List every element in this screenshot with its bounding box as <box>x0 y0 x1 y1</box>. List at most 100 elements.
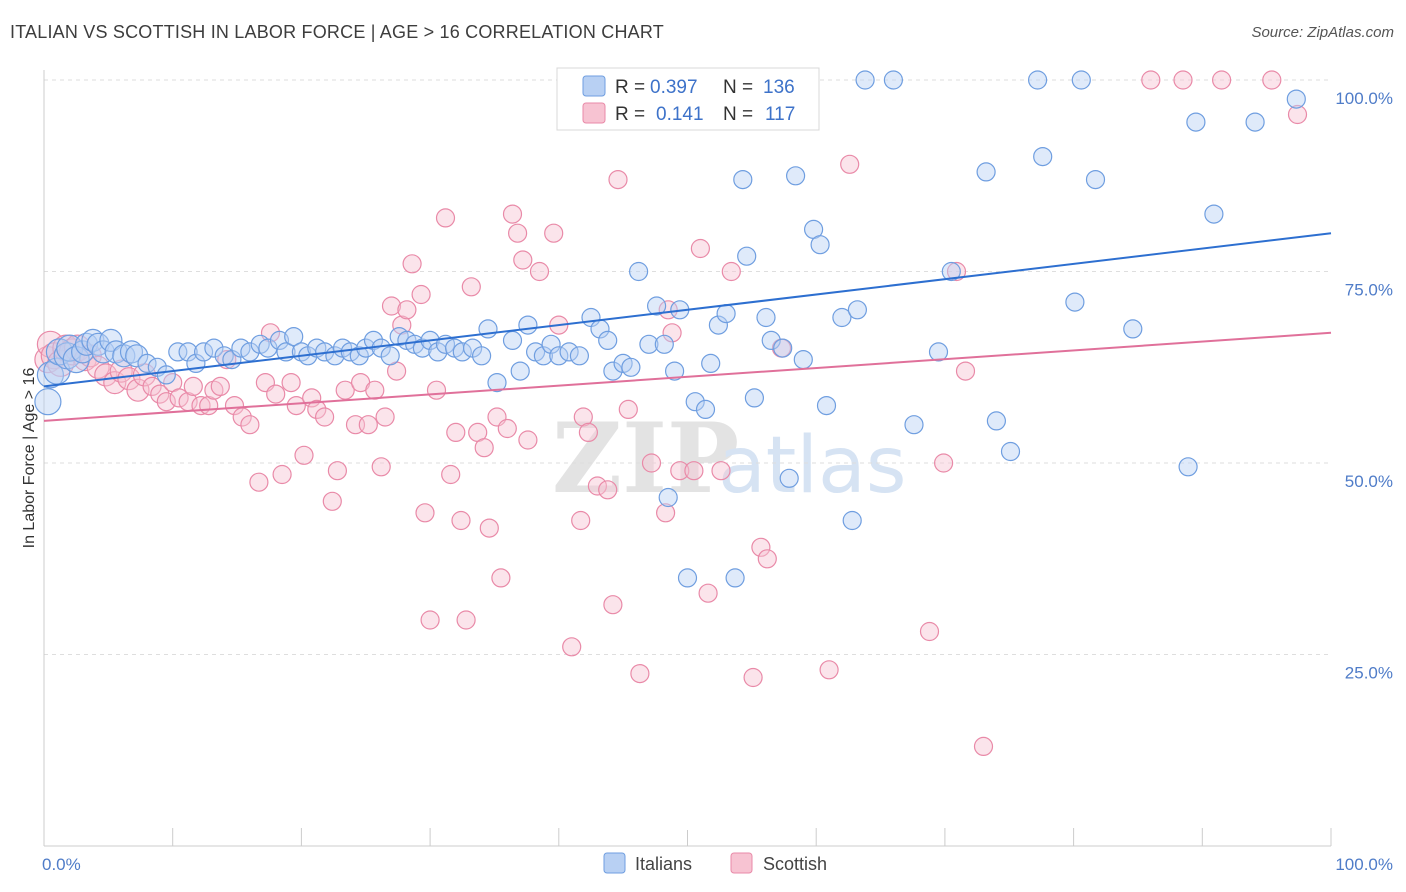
stats-n-label-italians: N = <box>723 77 753 98</box>
italians-point-101 <box>842 510 862 531</box>
stats-n-value-italians: 136 <box>763 77 795 98</box>
scottish-point-34 <box>266 384 286 404</box>
italians-point-90 <box>744 388 765 408</box>
scottish-point-18 <box>156 392 176 412</box>
scottish-point-109 <box>973 736 994 757</box>
scottish-point-13 <box>117 367 141 391</box>
italians-point-115 <box>1085 170 1106 190</box>
italians-point-119 <box>1204 204 1224 224</box>
italians-point-70 <box>598 330 618 350</box>
legend-swatch-italians <box>603 852 626 874</box>
italians-point-49 <box>412 338 432 358</box>
watermark-zip: ZIP <box>552 402 739 515</box>
italians-point-76 <box>646 296 667 316</box>
scottish-point-112 <box>1211 70 1232 90</box>
chart-source: Source: ZipAtlas.com <box>1251 24 1394 41</box>
scottish-point-76 <box>529 261 550 282</box>
scottish-point-114 <box>1287 104 1308 125</box>
scottish-point-86 <box>608 170 628 190</box>
italians-point-117 <box>1178 457 1198 477</box>
scottish-point-36 <box>281 373 301 393</box>
scottish-trend-line <box>43 331 1332 422</box>
italians-point-30 <box>258 338 278 358</box>
italians-point-71 <box>603 361 623 381</box>
italians-point-105 <box>904 415 924 435</box>
italians-point-86 <box>716 304 736 324</box>
italians-point-94 <box>779 468 799 488</box>
italians-point-100 <box>832 307 852 328</box>
italians-point-106 <box>928 342 949 362</box>
italians-point-23 <box>194 342 214 362</box>
italians-point-118 <box>1186 112 1206 132</box>
italians-point-92 <box>761 330 781 350</box>
italians-point-95 <box>785 166 806 186</box>
scottish-point-59 <box>426 380 447 400</box>
italians-point-12 <box>99 328 123 352</box>
italians-point-89 <box>737 246 757 266</box>
italians-point-11 <box>91 340 115 364</box>
scottish-point-35 <box>272 464 292 485</box>
italians-point-0 <box>34 388 62 416</box>
scottish-point-103 <box>819 660 839 680</box>
italians-point-93 <box>773 338 793 358</box>
italians-point-24 <box>204 338 224 358</box>
italians-point-79 <box>658 487 678 508</box>
italians-point-19 <box>156 365 176 385</box>
scottish-point-61 <box>441 464 461 485</box>
italians-point-43 <box>363 330 384 350</box>
scottish-point-90 <box>655 503 676 523</box>
scottish-point-53 <box>392 315 412 335</box>
scottish-point-38 <box>294 445 314 465</box>
scottish-point-75 <box>518 430 538 450</box>
italians-point-20 <box>168 342 188 362</box>
italians-point-81 <box>677 568 698 588</box>
scottish-point-63 <box>451 510 471 531</box>
italians-trend-line <box>43 232 1332 388</box>
scottish-point-57 <box>415 503 435 523</box>
scottish-point-82 <box>578 422 599 442</box>
scottish-point-80 <box>571 510 591 531</box>
scottish-point-108 <box>955 361 976 381</box>
italians-point-66 <box>559 342 579 362</box>
scottish-point-26 <box>210 376 230 396</box>
y-tick-label-100: 100.0% <box>1335 89 1393 108</box>
scottish-point-105 <box>919 621 940 642</box>
italians-point-111 <box>1027 70 1048 90</box>
y-tick-label-50: 50.0% <box>1345 472 1393 491</box>
scottish-point-37 <box>286 396 306 416</box>
stats-swatch-scottish <box>582 102 606 124</box>
italians-point-91 <box>756 307 776 328</box>
scottish-point-81 <box>573 407 593 427</box>
scottish-point-107 <box>946 261 967 282</box>
scottish-point-98 <box>721 261 741 282</box>
scottish-point-41 <box>315 407 335 427</box>
scottish-point-67 <box>474 438 494 458</box>
scottish-point-100 <box>751 537 771 557</box>
italians-point-84 <box>701 353 721 373</box>
italians-point-74 <box>628 261 649 282</box>
scottish-point-54 <box>397 300 417 320</box>
scottish-point-88 <box>630 663 650 684</box>
scottish-point-99 <box>743 667 763 688</box>
italians-point-21 <box>178 342 198 362</box>
stats-r-label-scottish: R = <box>615 104 645 125</box>
italians-point-83 <box>695 399 716 419</box>
italians-point-65 <box>549 346 569 366</box>
scottish-point-55 <box>402 254 422 274</box>
scottish-point-83 <box>587 476 608 496</box>
y-tick-labels: 25.0% 50.0% 75.0% 100.0% <box>1335 89 1393 683</box>
scottish-point-48 <box>365 380 385 400</box>
scottish-point-71 <box>497 418 517 439</box>
italians-point-96 <box>793 350 813 370</box>
italians-point-73 <box>621 357 641 377</box>
stats-r-value-scottish: 0.141 <box>656 104 704 125</box>
italians-point-31 <box>269 330 290 350</box>
italians-point-108 <box>976 162 996 182</box>
scottish-point-97 <box>711 461 731 481</box>
stats-box: R = 0.397 N = 136 R = 0.141 N = 117 <box>556 67 820 131</box>
italians-point-102 <box>847 300 868 320</box>
scottish-point-79 <box>562 637 582 657</box>
italians-point-16 <box>125 344 149 368</box>
italians-point-78 <box>664 361 685 381</box>
scottish-point-42 <box>322 491 342 511</box>
